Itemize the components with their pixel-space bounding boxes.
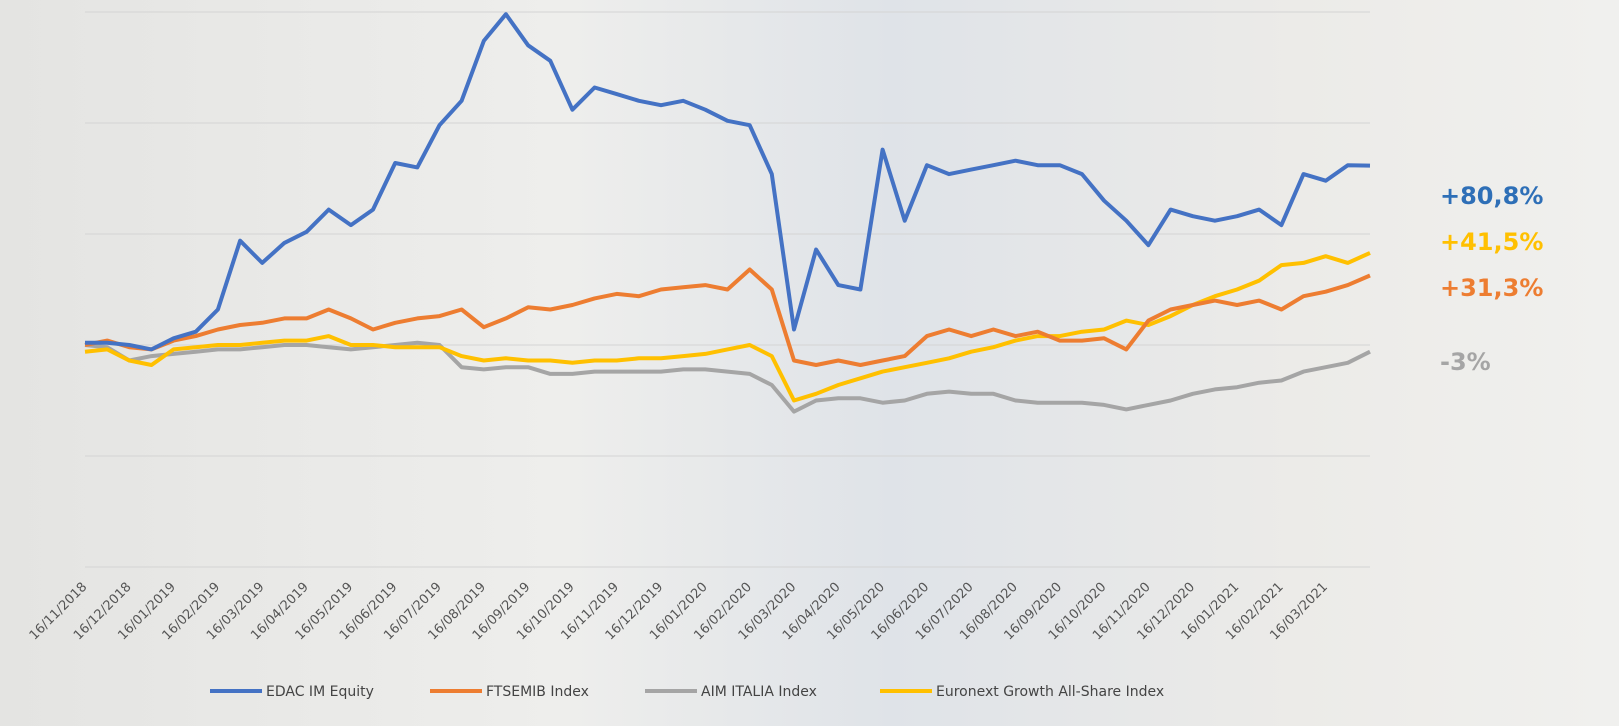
series-line: [84, 267, 1371, 367]
series-line: [84, 340, 1371, 414]
legend-label: Euronext Growth All-Share Index: [936, 684, 1164, 700]
series-line: [85, 12, 1371, 352]
legend-label: AIM ITALIA Index: [701, 684, 817, 700]
legend-label: FTSEMIB Index: [486, 684, 589, 700]
legend-label: EDAC IM Equity: [266, 684, 374, 700]
series-line: [84, 251, 1371, 403]
end-label: -3%: [1440, 348, 1491, 376]
end-label: +80,8%: [1440, 182, 1543, 210]
end-label: +31,3%: [1440, 274, 1543, 302]
end-label: +41,5%: [1440, 228, 1543, 256]
